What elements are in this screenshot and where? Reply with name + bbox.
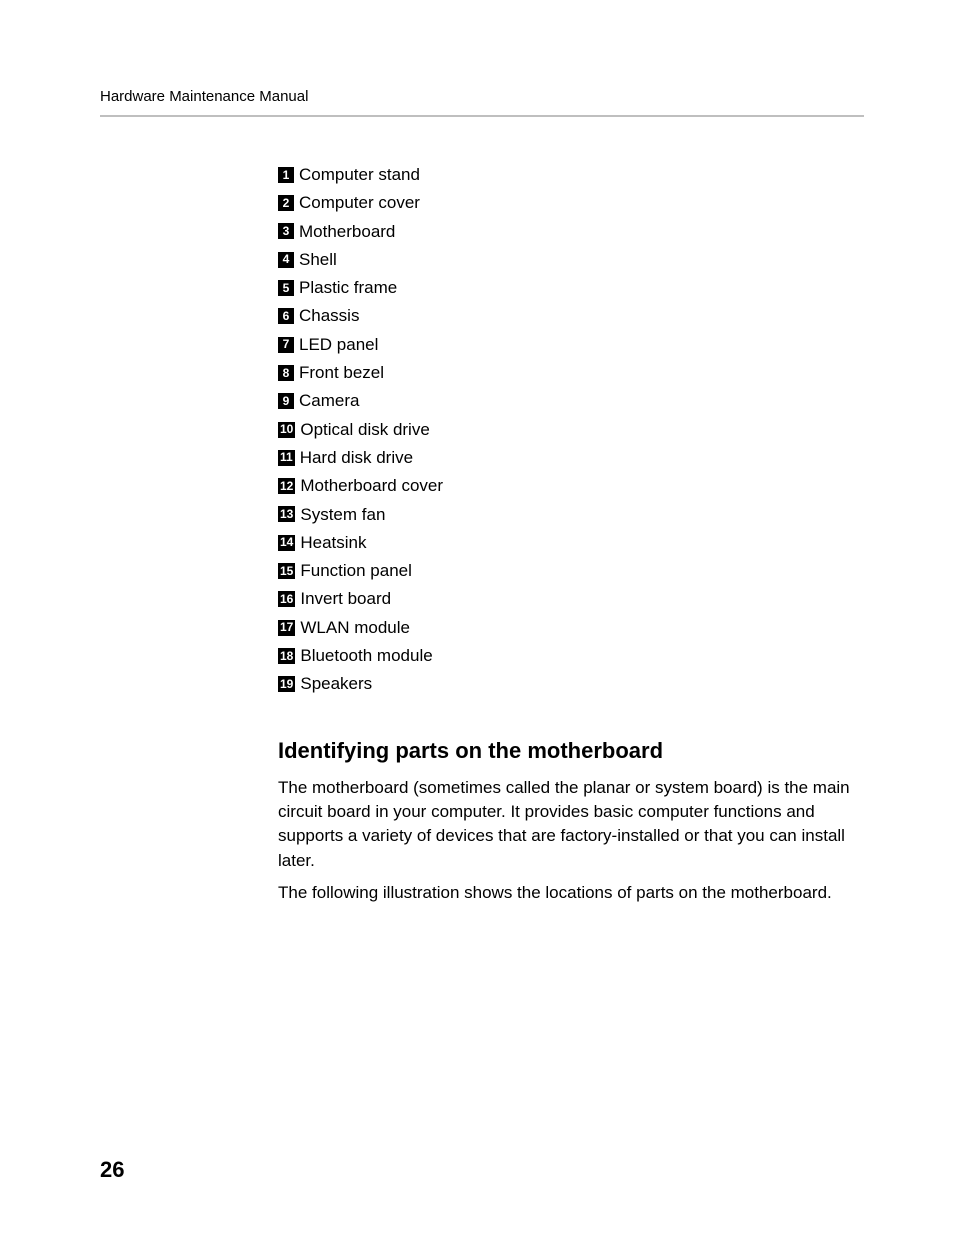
item-label: Heatsink (300, 531, 366, 555)
item-number-box: 9 (278, 393, 294, 409)
list-item: 5 Plastic frame (278, 276, 854, 300)
item-label: Motherboard (299, 220, 395, 244)
list-item: 8 Front bezel (278, 361, 854, 385)
item-number-box: 8 (278, 365, 294, 381)
item-number-box: 3 (278, 223, 294, 239)
section-heading: Identifying parts on the motherboard (278, 738, 854, 764)
item-label: WLAN module (300, 616, 410, 640)
list-item: 7 LED panel (278, 333, 854, 357)
item-number-box: 2 (278, 195, 294, 211)
item-label: LED panel (299, 333, 378, 357)
list-item: 4 Shell (278, 248, 854, 272)
item-number-box: 4 (278, 252, 294, 268)
item-number-box: 1 (278, 167, 294, 183)
list-item: 10 Optical disk drive (278, 418, 854, 442)
item-number-box: 16 (278, 591, 295, 607)
item-number-box: 12 (278, 478, 295, 494)
item-label: Motherboard cover (300, 474, 443, 498)
item-number-box: 10 (278, 422, 295, 438)
content-area: 1 Computer stand 2 Computer cover 3 Moth… (278, 163, 854, 905)
page-container: Hardware Maintenance Manual 1 Computer s… (0, 0, 954, 905)
parts-list: 1 Computer stand 2 Computer cover 3 Moth… (278, 163, 854, 696)
item-number-box: 11 (278, 450, 295, 466)
item-label: Camera (299, 389, 359, 413)
list-item: 16 Invert board (278, 587, 854, 611)
item-number-box: 17 (278, 620, 295, 636)
list-item: 12 Motherboard cover (278, 474, 854, 498)
item-label: Front bezel (299, 361, 384, 385)
item-label: System fan (300, 503, 385, 527)
item-number-box: 6 (278, 308, 294, 324)
list-item: 17 WLAN module (278, 616, 854, 640)
item-number-box: 19 (278, 676, 295, 692)
list-item: 6 Chassis (278, 304, 854, 328)
item-number-box: 5 (278, 280, 294, 296)
list-item: 18 Bluetooth module (278, 644, 854, 668)
item-label: Hard disk drive (300, 446, 413, 470)
list-item: 13 System fan (278, 503, 854, 527)
running-header: Hardware Maintenance Manual (100, 88, 864, 105)
item-label: Chassis (299, 304, 359, 328)
list-item: 2 Computer cover (278, 191, 854, 215)
item-label: Function panel (300, 559, 412, 583)
header-rule (100, 115, 864, 117)
item-label: Bluetooth module (300, 644, 432, 668)
body-paragraph: The motherboard (sometimes called the pl… (278, 776, 854, 873)
item-label: Invert board (300, 587, 391, 611)
item-number-box: 13 (278, 506, 295, 522)
list-item: 9 Camera (278, 389, 854, 413)
list-item: 19 Speakers (278, 672, 854, 696)
item-number-box: 14 (278, 535, 295, 551)
item-number-box: 15 (278, 563, 295, 579)
list-item: 1 Computer stand (278, 163, 854, 187)
item-label: Shell (299, 248, 337, 272)
item-label: Plastic frame (299, 276, 397, 300)
list-item: 15 Function panel (278, 559, 854, 583)
list-item: 11 Hard disk drive (278, 446, 854, 470)
item-number-box: 18 (278, 648, 295, 664)
item-number-box: 7 (278, 337, 294, 353)
list-item: 14 Heatsink (278, 531, 854, 555)
item-label: Computer cover (299, 191, 420, 215)
item-label: Speakers (300, 672, 372, 696)
page-number: 26 (100, 1157, 124, 1183)
item-label: Optical disk drive (300, 418, 429, 442)
item-label: Computer stand (299, 163, 420, 187)
list-item: 3 Motherboard (278, 220, 854, 244)
body-paragraph: The following illustration shows the loc… (278, 881, 854, 905)
